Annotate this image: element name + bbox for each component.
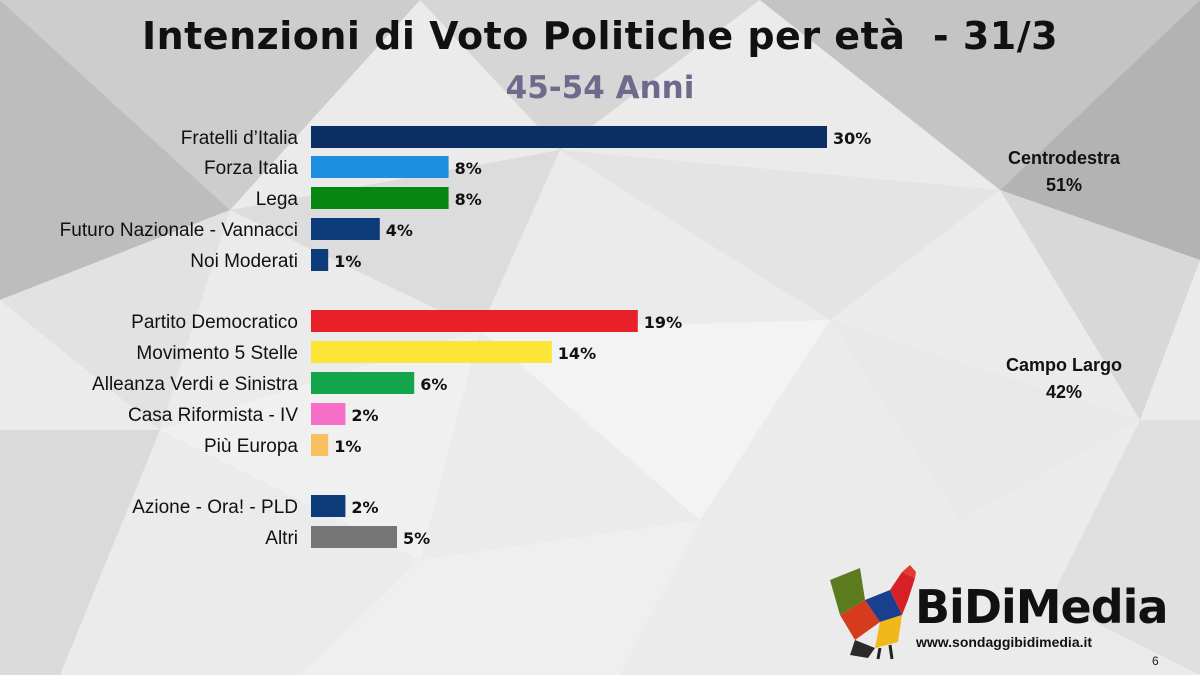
coalition-name-campo-largo: Campo Largo <box>1005 355 1122 375</box>
category-label: Futuro Nazionale - Vannacci <box>60 220 298 241</box>
page-number: 6 <box>1152 654 1159 668</box>
category-label: Casa Riformista - IV <box>128 405 298 426</box>
category-label: Fratelli d’Italia <box>181 128 299 149</box>
category-label: Forza Italia <box>204 158 298 179</box>
value-label: 1% <box>334 252 361 271</box>
coalition-total-campo-largo: 42% <box>1045 382 1083 402</box>
category-label: Azione - Ora! - PLD <box>132 497 298 518</box>
category-label: Noi Moderati <box>190 251 298 272</box>
bar <box>311 526 397 548</box>
value-label: 30% <box>833 129 871 148</box>
value-label: 4% <box>386 221 413 240</box>
value-label: 8% <box>455 190 482 209</box>
bar <box>311 341 552 363</box>
category-label: Lega <box>256 189 299 210</box>
category-label: Movimento 5 Stelle <box>136 343 298 364</box>
rooster-logo-icon <box>830 565 916 660</box>
bar <box>311 310 638 332</box>
value-label: 2% <box>351 498 378 517</box>
bar <box>311 434 329 456</box>
value-label: 6% <box>420 375 447 394</box>
value-label: 2% <box>351 406 378 425</box>
bar <box>311 249 329 271</box>
coalition-name-centrodestra: Centrodestra <box>1007 148 1121 168</box>
page-title: Intenzioni di Voto Politiche per età - 3… <box>141 14 1059 58</box>
coalition-total-centrodestra: 51% <box>1045 175 1083 195</box>
bar <box>311 218 380 240</box>
brand-name: BiDiMedia <box>915 580 1168 634</box>
brand-website: www.sondaggibidimedia.it <box>916 634 1093 650</box>
page-subtitle: 45-54 Anni <box>505 70 695 106</box>
bar <box>311 495 346 517</box>
value-label: 8% <box>455 159 482 178</box>
bar <box>311 372 415 394</box>
bar <box>311 187 449 209</box>
value-label: 5% <box>403 529 430 548</box>
category-label: Alleanza Verdi e Sinistra <box>92 374 298 395</box>
category-label: Altri <box>265 528 298 549</box>
value-label: 19% <box>644 313 682 332</box>
value-label: 1% <box>334 437 361 456</box>
category-label: Partito Democratico <box>131 312 298 333</box>
bar <box>311 156 449 178</box>
bar <box>311 126 827 148</box>
bar <box>311 403 346 425</box>
value-label: 14% <box>558 344 596 363</box>
category-label: Più Europa <box>204 436 298 457</box>
